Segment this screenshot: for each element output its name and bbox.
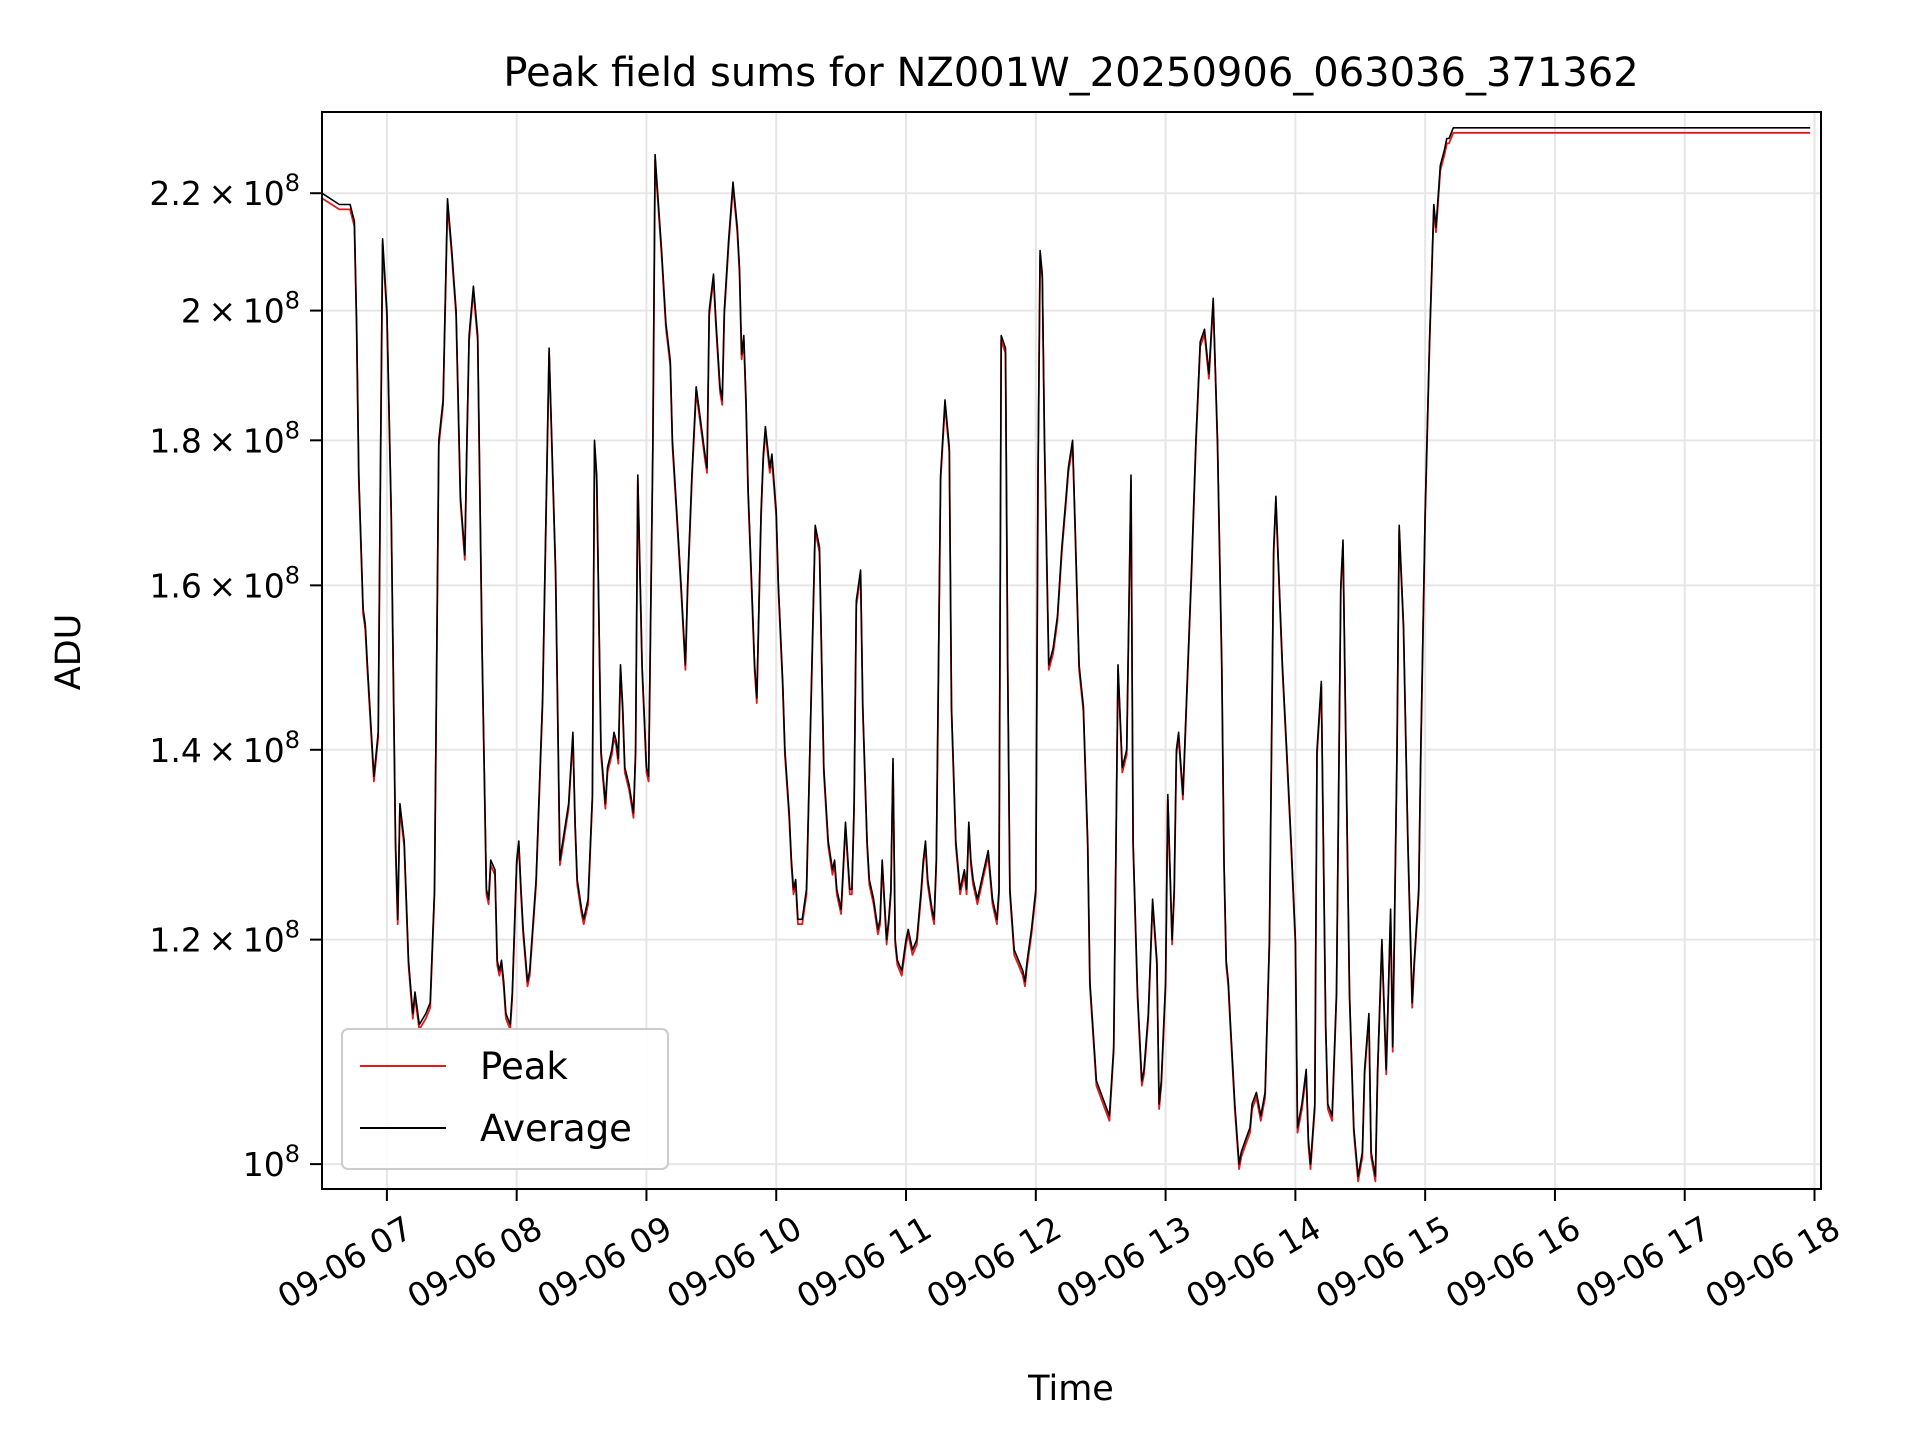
y-tick-mantissa: 1.2 × 10 <box>149 921 284 960</box>
series-line-average <box>321 127 1811 1178</box>
y-tick-mantissa: 1.6 × 10 <box>149 566 284 605</box>
legend: Peak Average <box>341 1028 669 1170</box>
y-tick-label: 108 <box>243 1140 300 1184</box>
y-tick-label: 2.2 × 108 <box>149 169 300 213</box>
y-tick-label: 1.2 × 108 <box>149 916 300 960</box>
y-tick-label: 2 × 108 <box>181 287 300 331</box>
chart-title: Peak field sums for NZ001W_20250906_0630… <box>503 50 1638 96</box>
y-tick-base: 10 <box>243 1145 285 1184</box>
y-axis-label: ADU <box>49 614 89 691</box>
y-tick-label: 1.4 × 108 <box>149 726 300 770</box>
y-tick-exponent: 8 <box>285 561 300 589</box>
y-tick-mantissa: 1.4 × 10 <box>149 731 284 770</box>
legend-label-peak: Peak <box>480 1045 568 1088</box>
y-tick-label: 1.8 × 108 <box>149 416 300 460</box>
y-tick-mantissa: 2.2 × 10 <box>149 174 284 213</box>
y-tick-exponent: 8 <box>285 726 300 754</box>
x-axis-label: Time <box>1027 1369 1114 1409</box>
legend-box <box>341 1028 669 1170</box>
y-tick-exponent: 8 <box>285 1140 300 1168</box>
y-tick-exponent: 8 <box>285 916 300 944</box>
plot-frame <box>321 111 1822 1190</box>
y-tick-exponent: 8 <box>285 169 300 197</box>
y-tick-label: 1.6 × 108 <box>149 561 300 605</box>
y-tick-mantissa: 2 × 10 <box>181 292 285 331</box>
series-layer <box>321 127 1811 1183</box>
legend-label-average: Average <box>480 1107 632 1150</box>
y-tick-exponent: 8 <box>285 416 300 444</box>
y-tick-exponent: 8 <box>285 287 300 315</box>
y-tick-mantissa: 1.8 × 10 <box>149 421 284 460</box>
grid <box>322 112 1821 1189</box>
